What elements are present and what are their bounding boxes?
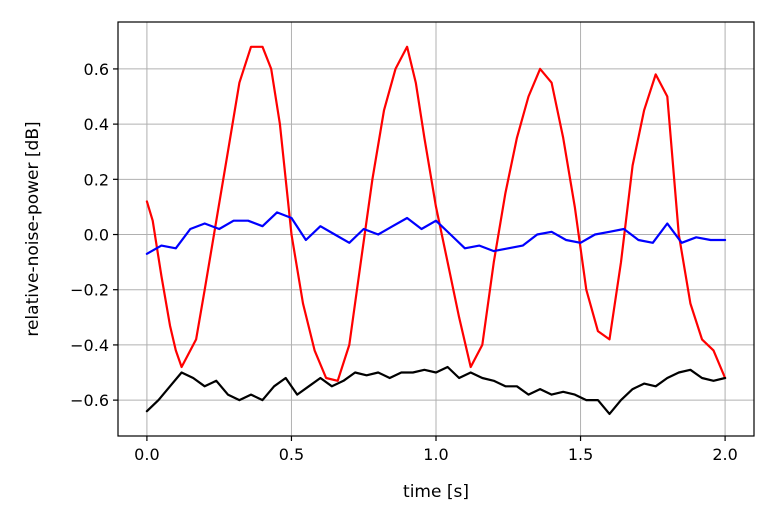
x-tick-label: 1.5 xyxy=(568,445,593,464)
x-tick-label: 0.5 xyxy=(279,445,304,464)
series-line-1 xyxy=(145,45,727,382)
y-tick-label: −0.6 xyxy=(70,391,109,410)
series-line-2 xyxy=(145,211,727,255)
axis-ticks: 0.0 0.5 1.0 1.5 2.0 −0.6 −0.4 −0.2 0.0 0.2 0.4 0.6 xyxy=(70,60,738,464)
series-line-3 xyxy=(145,365,727,415)
y-axis-label: relative-noise-power [dB] xyxy=(23,121,43,336)
y-tick-label: 0.4 xyxy=(84,115,109,134)
y-tick-label: −0.4 xyxy=(70,336,109,355)
x-tick-label: 2.0 xyxy=(712,445,737,464)
series-lines xyxy=(145,45,727,415)
x-axis-label: time [s] xyxy=(403,482,469,502)
x-tick-label: 1.0 xyxy=(423,445,448,464)
x-tick-label: 0.0 xyxy=(134,445,159,464)
y-tick-label: 0.0 xyxy=(84,226,109,245)
y-tick-label: 0.2 xyxy=(84,170,109,189)
y-tick-label: 0.6 xyxy=(84,60,109,79)
y-tick-label: −0.2 xyxy=(70,281,109,300)
